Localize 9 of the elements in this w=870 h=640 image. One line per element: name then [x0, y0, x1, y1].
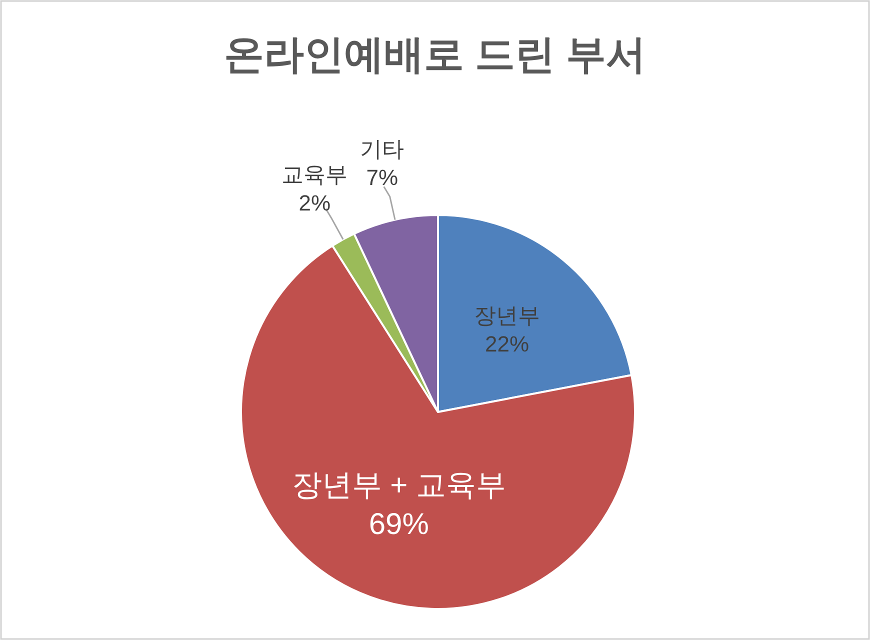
data-label: 7%: [366, 165, 398, 190]
slice-label: 기타: [360, 136, 404, 162]
data-label: 22%: [485, 332, 530, 357]
slice-label: 장년부: [474, 303, 540, 328]
chart-title: 온라인예배로 드린 부서: [224, 33, 646, 77]
data-label: 69%: [368, 508, 429, 541]
slice-label: 교육부: [282, 162, 348, 188]
slice-label: 장년부 + 교육부: [292, 468, 506, 502]
data-label: 2%: [298, 190, 331, 216]
